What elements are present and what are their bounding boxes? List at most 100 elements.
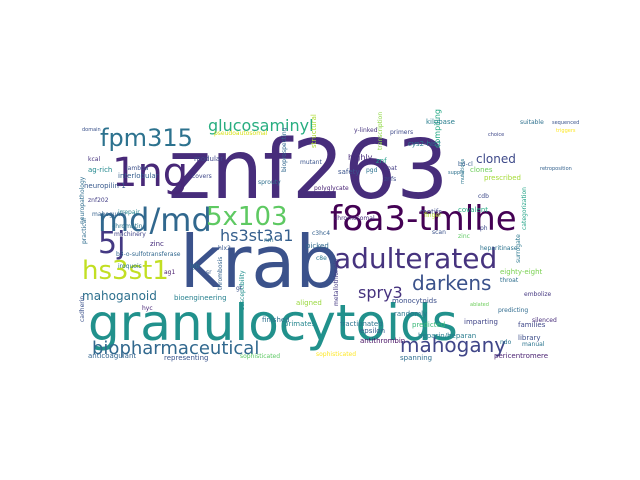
cloud-word: eighty-eight [500,268,543,276]
cloud-word: polyglycate [314,185,349,192]
cloud-word: mahogany [400,333,506,357]
cloud-word: spry3 [358,283,403,302]
cloud-word: sophisticated [240,353,280,360]
cloud-word: chromosomal [334,215,375,222]
cloud-word: library [518,334,541,342]
cloud-word: chromatin [112,223,143,230]
cloud-word: suitable [520,119,544,126]
cloud-word: lgb [190,263,199,270]
cloud-word: kilobase [426,118,455,126]
cloud-word: 5x103 [206,202,288,232]
cloud-word: ag1 [164,269,175,276]
cloud-word: supply [448,170,465,176]
cloud-word: predicted [412,321,445,329]
cloud-word: sequenced [552,120,579,126]
cloud-word: neuropathology [79,176,86,224]
cloud-word: highly [348,153,373,162]
cloud-word: 5j [98,226,125,261]
cloud-word: fpm315 [100,124,193,152]
cloud-word: hs3st1 [82,256,169,286]
cloud-word: susceptibility [239,270,246,310]
cloud-word: mutant [300,159,322,166]
cloud-word: prescribed [484,174,521,182]
cloud-word: scan [432,229,446,236]
cloud-word: silenced [532,317,557,324]
cloud-word: retroposition [540,166,572,172]
cloud-word: lambda [126,165,149,172]
cloud-word: heparitinase [480,245,518,252]
cloud-word: krab [180,220,341,304]
cloud-word: finger [424,212,442,219]
cloud-word: cys2-his2 [408,140,441,148]
cloud-word: iroquois [118,263,142,270]
cloud-word: ndo [500,339,512,346]
cloud-word: domain [82,127,101,133]
cloud-word: embolize [524,291,551,298]
cloud-word: primates [284,320,315,328]
cloud-word: fractionated [340,320,383,328]
cloud-word: choice [488,132,504,138]
cloud-word: ag-rich [88,166,112,174]
cloud-word: thrombosis [217,257,224,290]
cloud-word: surrogate [515,234,522,263]
cloud-word: imparting [464,318,498,326]
cloud-word: coat [384,165,398,172]
cloud-word: antithrombin [360,337,405,345]
cloud-word: kcal [88,156,100,163]
cloud-word: safety [338,168,360,176]
cloud-word: c8e [316,255,327,262]
cloud-word: families [518,321,546,329]
cloud-word: zinc [150,240,164,248]
cloud-word: categorization [521,187,528,230]
cloud-word: anticoagulant [88,352,136,360]
cloud-word: biopharmaceutical [92,338,259,359]
cloud-word: irrepair [118,209,140,216]
cloud-word: glucosaminyl [208,116,314,135]
cloud-word: mahoganoid [82,289,157,303]
cloud-word: mutations [460,158,466,184]
cloud-word: adulterated [334,242,497,275]
cloud-word: y-linked [354,127,378,134]
cloud-word: motifs [420,208,442,216]
cloud-word: granulocytoids [88,294,458,352]
cloud-word: b3-o-sulfotransferase [116,251,181,258]
cloud-word: bioengineering [174,294,227,302]
cloud-word: structural [310,114,318,148]
cloud-word: monocytoids [392,297,437,305]
cloud-word: transcription [377,112,384,150]
cloud-word: znf263 [168,123,448,218]
cloud-word: covers [192,173,212,180]
cloud-word: pgd [366,167,378,174]
cloud-word: ablated [470,302,489,308]
cloud-word: metallothionein [333,259,340,306]
cloud-word: znf202 [88,197,109,204]
cloud-word: cdb [478,193,489,200]
cloud-word: pseudoautosomal [214,130,268,137]
cloud-word: throat [500,277,519,284]
cloud-word: znfs [384,176,396,183]
cloud-word: covalent [458,206,488,214]
cloud-word: ph [480,225,488,232]
cloud-word: picked [306,242,329,250]
cloud-word: interlobular [118,172,159,180]
cloud-word: bioprospecting [281,127,288,172]
cloud-word: spanning [400,354,432,362]
cloud-word: compiling [433,109,442,148]
cloud-word: zinc [458,233,470,240]
cloud-word: cadherin [79,296,86,322]
cloud-word: hlx2 [218,245,231,252]
cloud-word: triggers [556,128,576,134]
cloud-word: bd-cl [458,161,473,168]
cloud-word: mahogunin [92,211,126,218]
cloud-word: modular [194,155,223,163]
cloud-word: sprouty [258,179,281,186]
cloud-word: practical [81,218,88,244]
cloud-word: darkens [412,271,491,295]
cloud-word: heparin/heparan [418,332,476,340]
cloud-word: epsilon [360,327,385,335]
cloud-word: hs3st3a1 [220,226,293,245]
cloud-word: c3hc4 [312,230,330,237]
cloud-word: f8a3-tmlhe [330,199,517,239]
cloud-word: neuropilin-1 [84,182,126,190]
